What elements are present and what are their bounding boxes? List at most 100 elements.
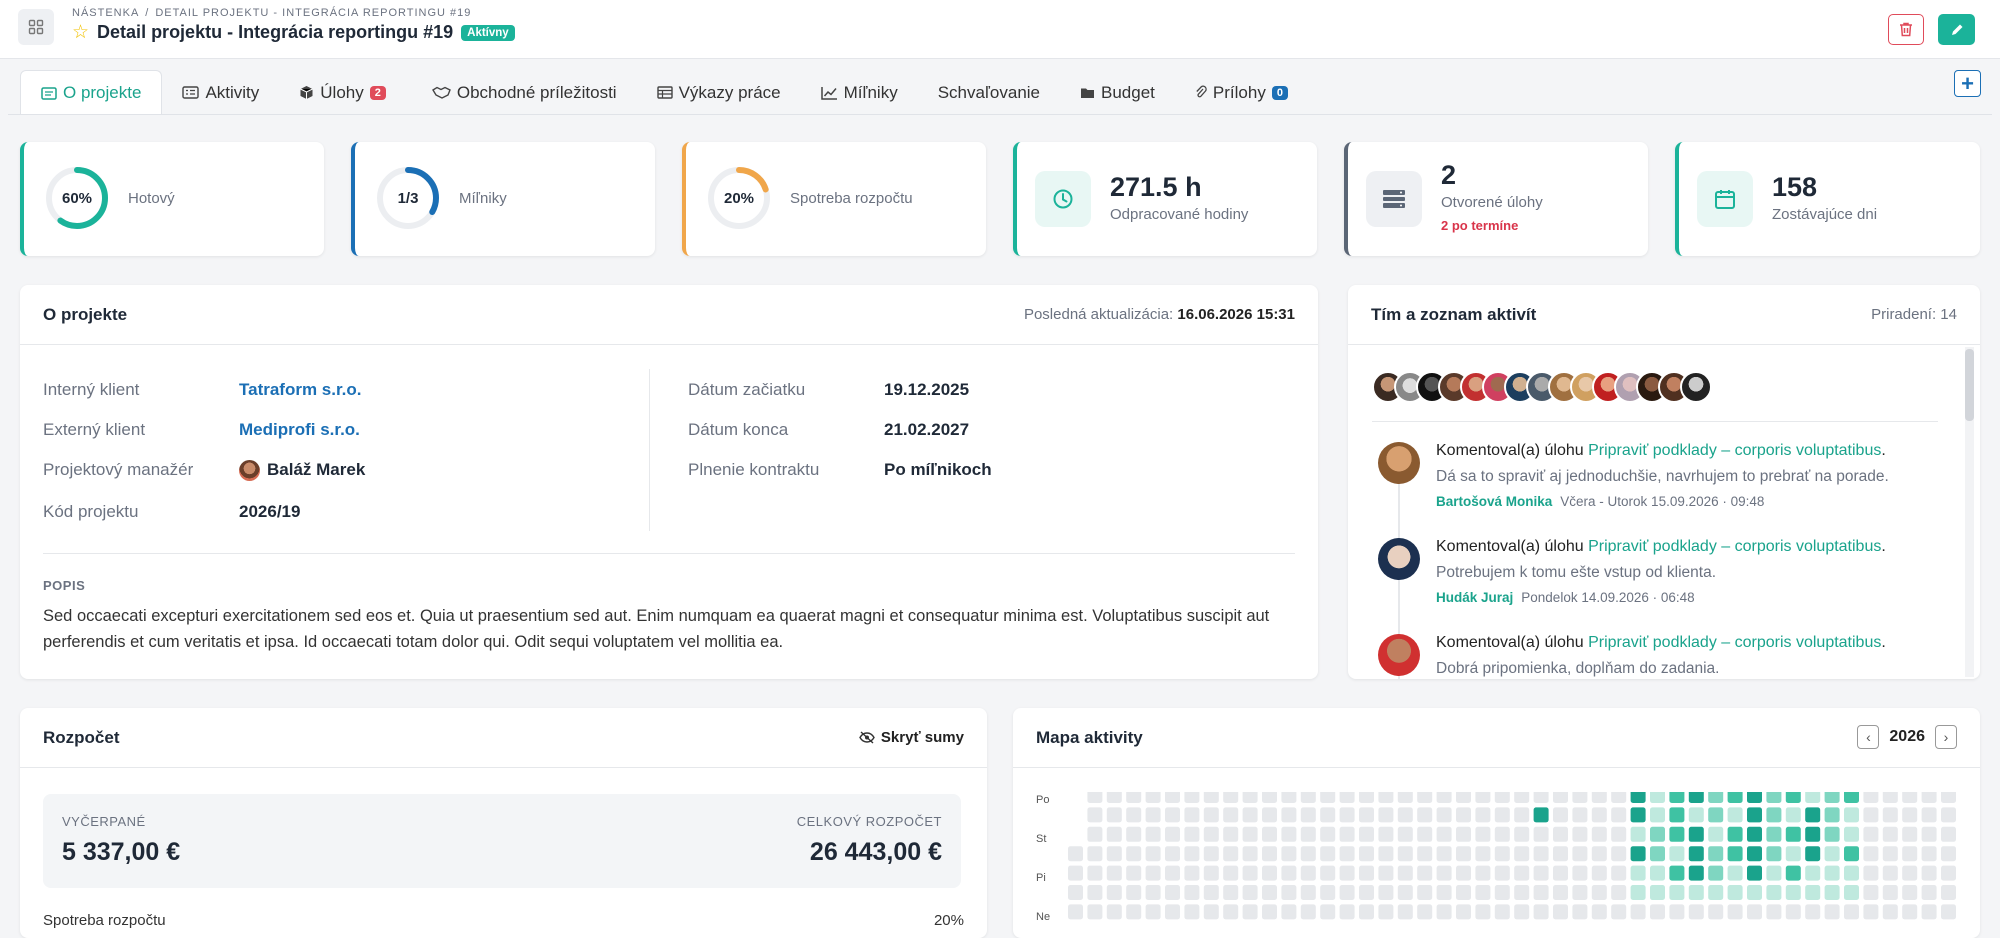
tab-o-projekte[interactable]: O projekte — [20, 70, 163, 115]
heatmap-cell[interactable] — [1941, 885, 1956, 900]
heatmap-cell[interactable] — [1378, 885, 1394, 900]
heatmap-cell[interactable] — [1397, 807, 1413, 823]
heatmap-cell[interactable] — [1921, 807, 1937, 823]
heatmap-cell[interactable] — [1844, 865, 1859, 881]
heatmap-cell[interactable] — [1844, 904, 1859, 920]
heatmap-cell[interactable] — [1087, 807, 1103, 823]
heatmap-cell[interactable] — [1339, 807, 1355, 823]
heatmap-cell[interactable] — [1824, 846, 1840, 862]
heatmap-cell[interactable] — [1378, 846, 1394, 862]
heatmap-cell[interactable] — [1145, 807, 1161, 823]
heatmap-cell[interactable] — [1223, 865, 1239, 881]
heatmap-cell[interactable] — [1436, 792, 1452, 803]
heatmap-cell[interactable] — [1747, 807, 1762, 823]
heatmap-cell[interactable] — [1339, 846, 1355, 862]
heatmap-cell[interactable] — [1514, 792, 1530, 803]
heatmap-cell[interactable] — [1708, 826, 1724, 842]
heatmap-cell[interactable] — [1359, 792, 1374, 803]
tab-obchodne-prilezitosti[interactable]: Obchodné príležitosti — [406, 70, 637, 115]
heatmap-cell[interactable] — [1397, 885, 1413, 900]
heatmap-cell[interactable] — [1882, 792, 1898, 803]
heatmap-cell[interactable] — [1921, 826, 1937, 842]
heatmap-cell[interactable] — [1262, 807, 1277, 823]
heatmap-cell[interactable] — [1242, 846, 1258, 862]
heatmap-cell[interactable] — [1902, 904, 1918, 920]
heatmap-cell[interactable] — [1630, 865, 1646, 881]
activity-task-link[interactable]: Pripraviť podklady – corporis voluptatib… — [1588, 538, 1882, 555]
heatmap-cell[interactable] — [1882, 885, 1898, 900]
heatmap-cell[interactable] — [1184, 807, 1200, 823]
heatmap-cell[interactable] — [1553, 807, 1568, 823]
heatmap-cell[interactable] — [1650, 826, 1665, 842]
heatmap-cell[interactable] — [1902, 792, 1918, 803]
heatmap-cell[interactable] — [1514, 885, 1530, 900]
activity-task-link[interactable]: Pripraviť podklady – corporis voluptatib… — [1588, 442, 1882, 459]
heatmap-cell[interactable] — [1339, 885, 1355, 900]
heatmap-cell[interactable] — [1650, 885, 1665, 900]
heatmap-cell[interactable] — [1106, 826, 1122, 842]
heatmap-cell[interactable] — [1436, 846, 1452, 862]
heatmap-cell[interactable] — [1203, 904, 1219, 920]
heatmap-cell[interactable] — [1572, 807, 1588, 823]
heatmap-cell[interactable] — [1630, 792, 1646, 803]
heatmap-cell[interactable] — [1494, 904, 1510, 920]
heatmap-cell[interactable] — [1456, 904, 1471, 920]
heatmap-cell[interactable] — [1688, 904, 1704, 920]
heatmap-cell[interactable] — [1262, 904, 1277, 920]
heatmap-cell[interactable] — [1165, 792, 1180, 803]
heatmap-cell[interactable] — [1921, 904, 1937, 920]
heatmap-cell[interactable] — [1882, 826, 1898, 842]
heatmap-cell[interactable] — [1882, 865, 1898, 881]
heatmap-cell[interactable] — [1572, 904, 1588, 920]
add-button[interactable]: + — [1954, 70, 1981, 97]
heatmap-cell[interactable] — [1378, 865, 1394, 881]
heatmap-cell[interactable] — [1126, 846, 1142, 862]
heatmap-cell[interactable] — [1630, 904, 1646, 920]
heatmap-cell[interactable] — [1087, 846, 1103, 862]
heatmap-cell[interactable] — [1456, 807, 1471, 823]
heatmap-cell[interactable] — [1145, 846, 1161, 862]
heatmap-cell[interactable] — [1941, 807, 1956, 823]
heatmap-cell[interactable] — [1591, 904, 1607, 920]
heatmap-cell[interactable] — [1824, 807, 1840, 823]
overdue-tasks-link[interactable]: 2 po termíne — [1441, 218, 1519, 233]
heatmap-cell[interactable] — [1320, 792, 1336, 803]
heatmap-cell[interactable] — [1766, 807, 1782, 823]
heatmap-cell[interactable] — [1165, 807, 1180, 823]
heatmap-cell[interactable] — [1669, 826, 1685, 842]
heatmap-cell[interactable] — [1863, 792, 1879, 803]
heatmap-cell[interactable] — [1184, 885, 1200, 900]
heatmap-cell[interactable] — [1766, 826, 1782, 842]
heatmap-cell[interactable] — [1902, 885, 1918, 900]
heatmap-cell[interactable] — [1533, 826, 1549, 842]
heatmap-cell[interactable] — [1436, 885, 1452, 900]
heatmap-cell[interactable] — [1068, 846, 1083, 862]
activity-user[interactable]: Bartošová Monika — [1436, 494, 1553, 509]
heatmap-cell[interactable] — [1106, 846, 1122, 862]
heatmap-cell[interactable] — [1106, 904, 1122, 920]
heatmap-cell[interactable] — [1359, 865, 1374, 881]
heatmap-cell[interactable] — [1242, 826, 1258, 842]
heatmap-cell[interactable] — [1882, 846, 1898, 862]
heatmap-cell[interactable] — [1572, 826, 1588, 842]
tab-aktivity[interactable]: Aktivity — [162, 70, 279, 115]
internal-client-link[interactable]: Tatraform s.r.o. — [239, 380, 362, 399]
heatmap-cell[interactable] — [1902, 865, 1918, 881]
heatmap-cell[interactable] — [1242, 865, 1258, 881]
heatmap-cell[interactable] — [1727, 865, 1743, 881]
heatmap-cell[interactable] — [1941, 846, 1956, 862]
heatmap-cell[interactable] — [1417, 826, 1433, 842]
heatmap-cell[interactable] — [1611, 826, 1627, 842]
heatmap-cell[interactable] — [1494, 792, 1510, 803]
heatmap-cell[interactable] — [1669, 846, 1685, 862]
heatmap-cell[interactable] — [1397, 865, 1413, 881]
heatmap-cell[interactable] — [1475, 904, 1491, 920]
heatmap-cell[interactable] — [1708, 807, 1724, 823]
heatmap-cell[interactable] — [1766, 846, 1782, 862]
heatmap-cell[interactable] — [1805, 904, 1821, 920]
heatmap-cell[interactable] — [1630, 846, 1646, 862]
heatmap-cell[interactable] — [1708, 792, 1724, 803]
heatmap-cell[interactable] — [1417, 807, 1433, 823]
heatmap-cell[interactable] — [1669, 885, 1685, 900]
heatmap-cell[interactable] — [1611, 865, 1627, 881]
